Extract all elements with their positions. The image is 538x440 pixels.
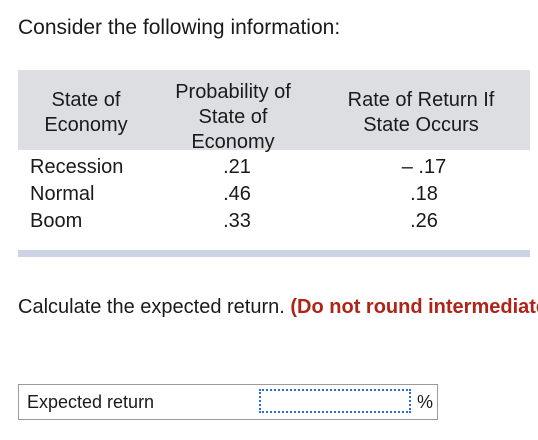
header-probability: Probability of State of Economy: [154, 70, 312, 155]
table-row: Boom .33 .26: [18, 208, 530, 235]
answer-row: Expected return %: [18, 384, 438, 420]
intro-text: Consider the following information:: [18, 16, 341, 39]
question-instruction: (Do not round intermediate calculations.…: [290, 296, 538, 318]
table-row: Recession .21 – .17: [18, 154, 530, 181]
table-body: Recession .21 – .17 Normal .46 .18 Boom …: [18, 150, 530, 235]
header-probability-line1: Probability of: [175, 81, 291, 103]
question-plain: Calculate the expected return.: [18, 296, 285, 318]
header-rate: Rate of Return If State Occurs: [312, 88, 530, 138]
header-state: State of Economy: [18, 88, 154, 138]
expected-return-input[interactable]: [259, 389, 411, 413]
header-state-line2: Economy: [44, 113, 128, 136]
cell-state: Normal: [30, 183, 95, 205]
percent-unit: %: [417, 392, 434, 412]
cell-probability: .21: [223, 156, 251, 178]
header-probability-line3: Economy: [191, 131, 275, 153]
header-state-line1: State of: [51, 88, 121, 111]
cell-probability: .33: [223, 210, 251, 232]
cell-probability: .46: [223, 183, 251, 205]
header-probability-line2: State of: [198, 106, 268, 128]
cell-rate: – .17: [401, 156, 447, 178]
table-row: Normal .46 .18: [18, 181, 530, 208]
cell-state: Recession: [30, 156, 124, 178]
cell-rate: .26: [410, 210, 438, 232]
probability-table: State of Economy Probability of State of…: [18, 70, 530, 235]
answer-label: Expected return: [27, 392, 155, 412]
cell-state: Boom: [30, 210, 83, 232]
question-text: Calculate the expected return. (Do not r…: [18, 294, 538, 321]
cell-rate: .18: [410, 183, 438, 205]
header-rate-line1: Rate of Return If: [347, 88, 495, 111]
section-divider: [18, 250, 530, 257]
header-rate-line2: State Occurs: [363, 113, 479, 136]
table-header: State of Economy Probability of State of…: [18, 70, 530, 153]
